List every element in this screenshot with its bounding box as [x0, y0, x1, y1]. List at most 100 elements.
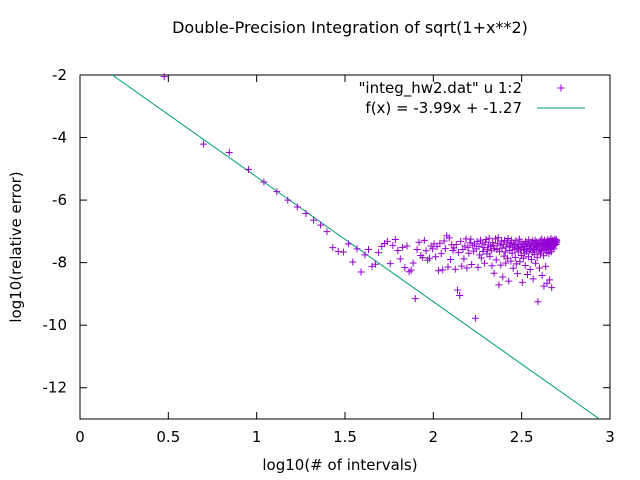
data-point — [440, 237, 448, 245]
data-point — [293, 203, 301, 211]
data-point — [503, 238, 511, 246]
data-point — [487, 247, 495, 255]
data-point — [523, 271, 531, 279]
y-tick-label: -6 — [52, 191, 67, 209]
data-point — [439, 266, 447, 274]
data-point — [529, 275, 537, 283]
data-point — [508, 249, 516, 257]
data-point — [160, 73, 168, 81]
data-point — [463, 264, 471, 272]
data-point — [371, 260, 379, 268]
data-point — [538, 271, 546, 279]
data-point — [389, 241, 397, 249]
data-point — [461, 242, 469, 250]
data-point — [399, 243, 407, 251]
data-point — [260, 178, 268, 186]
data-point — [500, 252, 508, 260]
data-point — [454, 286, 462, 294]
data-point — [518, 278, 526, 286]
data-point — [425, 254, 433, 262]
data-point — [507, 257, 515, 265]
data-point — [444, 263, 452, 271]
data-point — [478, 240, 486, 248]
data-point — [364, 246, 372, 254]
data-point — [476, 251, 484, 259]
data-point — [494, 234, 502, 242]
data-point — [474, 263, 482, 271]
data-point — [519, 254, 527, 262]
data-point — [394, 246, 402, 254]
data-point — [468, 261, 476, 269]
y-tick-label: -8 — [52, 254, 67, 272]
data-point — [409, 259, 417, 267]
data-point — [553, 237, 561, 245]
data-point — [284, 196, 292, 204]
data-point — [479, 247, 487, 255]
data-point — [375, 249, 383, 257]
x-tick-label: 2.5 — [510, 428, 534, 446]
data-point — [498, 237, 506, 245]
data-point — [456, 291, 464, 299]
data-point — [436, 239, 444, 247]
data-point — [471, 314, 479, 322]
legend-label-data: "integ_hw2.dat" u 1:2 — [359, 79, 522, 98]
data-point — [527, 256, 535, 264]
x-axis-label: log10(# of intervals) — [262, 456, 417, 474]
data-point — [391, 235, 399, 243]
y-tick-label: -4 — [52, 129, 67, 147]
data-points-layer — [160, 73, 561, 322]
data-point — [403, 242, 411, 250]
y-axis-label: log10(relative error) — [7, 171, 25, 322]
y-tick-label: -10 — [43, 316, 68, 334]
data-point — [446, 256, 454, 264]
data-point — [452, 240, 460, 248]
data-point — [504, 235, 512, 243]
data-point — [516, 258, 524, 266]
data-point — [501, 248, 509, 256]
data-point — [502, 243, 510, 251]
data-point — [357, 268, 365, 276]
data-point — [480, 243, 488, 251]
data-point — [323, 228, 331, 236]
data-point — [273, 188, 281, 196]
data-point — [396, 255, 404, 263]
data-point — [245, 165, 253, 173]
data-point — [349, 258, 357, 266]
y-tick-label: -12 — [43, 379, 68, 397]
data-point — [353, 245, 361, 253]
data-point — [540, 252, 548, 260]
data-point — [497, 261, 505, 269]
data-point — [521, 261, 529, 269]
data-point — [460, 255, 468, 263]
data-point — [225, 149, 233, 157]
data-point — [485, 234, 493, 242]
data-point — [550, 245, 558, 253]
data-point — [534, 298, 542, 306]
data-point — [467, 235, 475, 243]
data-point — [506, 240, 514, 248]
data-point — [512, 260, 520, 268]
data-point — [495, 281, 503, 289]
data-point — [541, 236, 549, 244]
data-point — [317, 221, 325, 229]
data-point — [511, 253, 519, 261]
legend: "integ_hw2.dat" u 1:2 f(x) = -3.99x + -1… — [359, 79, 585, 117]
data-point — [422, 247, 430, 255]
data-point — [411, 295, 419, 303]
legend-label-fit: f(x) = -3.99x + -1.27 — [365, 99, 522, 117]
data-point — [464, 244, 472, 252]
x-tick-label: 1.5 — [333, 428, 357, 446]
data-point — [515, 242, 523, 250]
data-point — [441, 245, 449, 253]
data-point — [451, 265, 459, 273]
data-point — [512, 237, 520, 245]
data-point — [413, 246, 421, 254]
data-point — [532, 259, 540, 267]
data-point — [502, 259, 510, 267]
data-point — [361, 251, 369, 259]
legend-marks — [537, 84, 585, 109]
data-point — [344, 240, 352, 248]
data-point — [473, 238, 481, 246]
x-axis-ticks: 0 0.5 1 1.5 2 2.5 3 — [75, 75, 615, 446]
